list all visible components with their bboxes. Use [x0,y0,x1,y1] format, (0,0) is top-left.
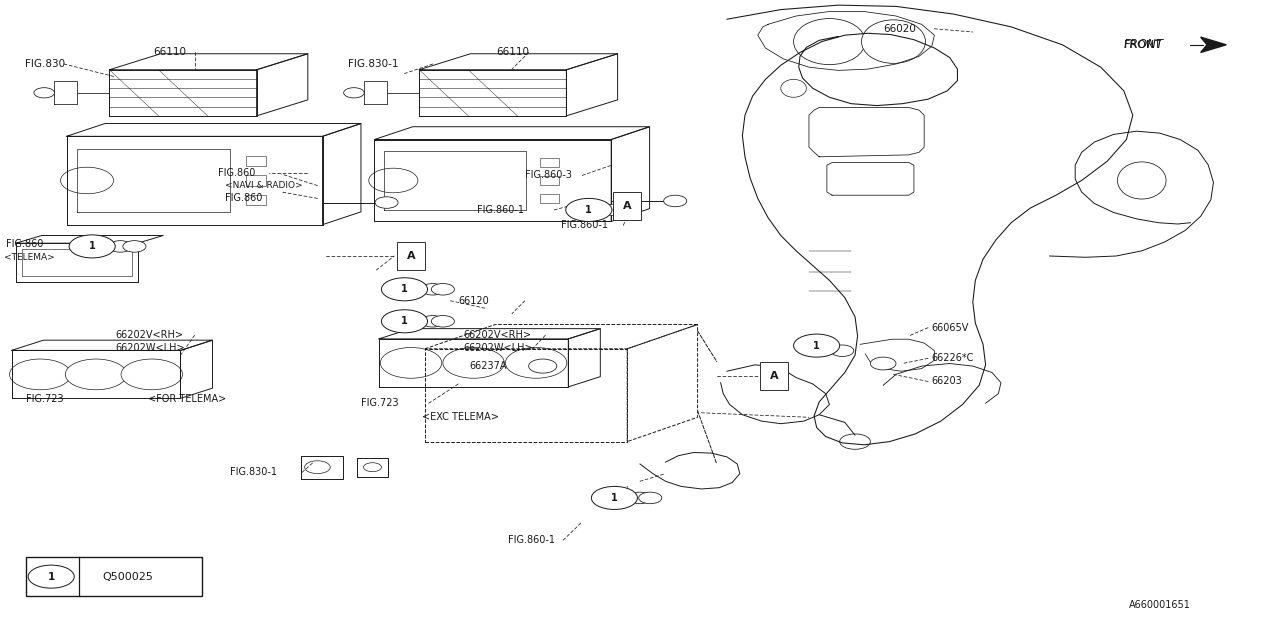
Bar [540,175,559,186]
Text: 1: 1 [88,241,96,252]
Text: 66110: 66110 [497,47,530,58]
Text: 66202V<RH>: 66202V<RH> [115,330,183,340]
Text: FIG.830-1: FIG.830-1 [230,467,278,477]
Text: 66120: 66120 [458,296,489,306]
Text: FIG.860: FIG.860 [218,168,255,178]
Text: A: A [407,251,415,261]
Text: <EXC TELEMA>: <EXC TELEMA> [422,412,499,422]
Circle shape [443,348,504,378]
Bar [397,242,425,270]
Text: <TELEMA>: <TELEMA> [4,253,55,262]
Polygon shape [1201,37,1226,52]
Text: 66202W<LH>: 66202W<LH> [115,343,184,353]
Text: FIG.860-1: FIG.860-1 [561,220,608,230]
Ellipse shape [794,19,865,65]
Circle shape [343,88,364,98]
Bar [613,192,641,220]
Bar [246,195,266,205]
Text: FIG.830: FIG.830 [26,59,65,69]
Text: 66202V<RH>: 66202V<RH> [463,330,531,340]
Circle shape [506,348,567,378]
Circle shape [123,241,146,252]
Circle shape [794,334,840,357]
Bar [26,557,202,596]
Circle shape [603,204,626,216]
Text: FIG.723: FIG.723 [26,394,63,404]
Circle shape [613,204,636,216]
Text: 1: 1 [401,316,408,326]
Text: 66226*C: 66226*C [932,353,974,364]
Circle shape [375,197,398,209]
Circle shape [431,284,454,295]
Circle shape [431,316,454,327]
Text: 1: 1 [611,493,618,503]
Text: 66110: 66110 [154,47,187,58]
Circle shape [566,198,612,221]
Circle shape [380,348,442,378]
Text: FIG.860: FIG.860 [225,193,262,204]
Text: FRONT: FRONT [1124,40,1162,50]
Circle shape [65,359,127,390]
Circle shape [381,310,428,333]
Circle shape [421,316,444,327]
Text: 66065V: 66065V [932,323,969,333]
Circle shape [33,88,54,98]
Circle shape [381,278,428,301]
Text: 66203: 66203 [932,376,963,387]
Bar [540,157,559,168]
Circle shape [664,195,687,207]
Circle shape [870,357,896,370]
Text: 66020: 66020 [883,24,916,34]
Circle shape [639,492,662,504]
Text: FIG.723: FIG.723 [361,398,398,408]
Text: A: A [771,371,778,381]
Text: 1: 1 [401,284,408,294]
Circle shape [122,359,183,390]
Text: 1: 1 [813,340,820,351]
Text: FIG.860-1: FIG.860-1 [477,205,525,215]
Text: 1: 1 [47,572,55,582]
Bar [246,156,266,166]
Text: FIG.830-1: FIG.830-1 [348,59,398,69]
Circle shape [628,492,652,504]
Bar [246,175,266,186]
Ellipse shape [861,20,925,63]
Text: 66237A: 66237A [470,361,507,371]
Ellipse shape [1117,162,1166,199]
Bar [760,362,788,390]
Circle shape [60,167,114,194]
Bar [540,193,559,204]
Circle shape [369,168,417,193]
Text: <NAVI & RADIO>: <NAVI & RADIO> [225,181,303,190]
Text: 1: 1 [585,205,593,215]
Circle shape [421,284,444,295]
Text: A660001651: A660001651 [1129,600,1190,610]
Circle shape [831,345,854,356]
Circle shape [840,434,870,449]
Text: FIG.860-3: FIG.860-3 [525,170,572,180]
Circle shape [305,461,330,474]
Circle shape [364,463,381,472]
Text: A: A [623,201,631,211]
Circle shape [109,241,132,252]
Circle shape [69,235,115,258]
Text: <FOR TELEMA>: <FOR TELEMA> [148,394,227,404]
Circle shape [529,359,557,373]
Circle shape [28,565,74,588]
Text: Q500025: Q500025 [102,572,154,582]
Text: FIG.860-1: FIG.860-1 [508,535,556,545]
Text: FIG.860: FIG.860 [6,239,44,250]
Text: 66202W<LH>: 66202W<LH> [463,343,532,353]
Ellipse shape [781,79,806,97]
Circle shape [591,486,637,509]
Circle shape [9,359,70,390]
Text: FRONT: FRONT [1124,38,1164,51]
